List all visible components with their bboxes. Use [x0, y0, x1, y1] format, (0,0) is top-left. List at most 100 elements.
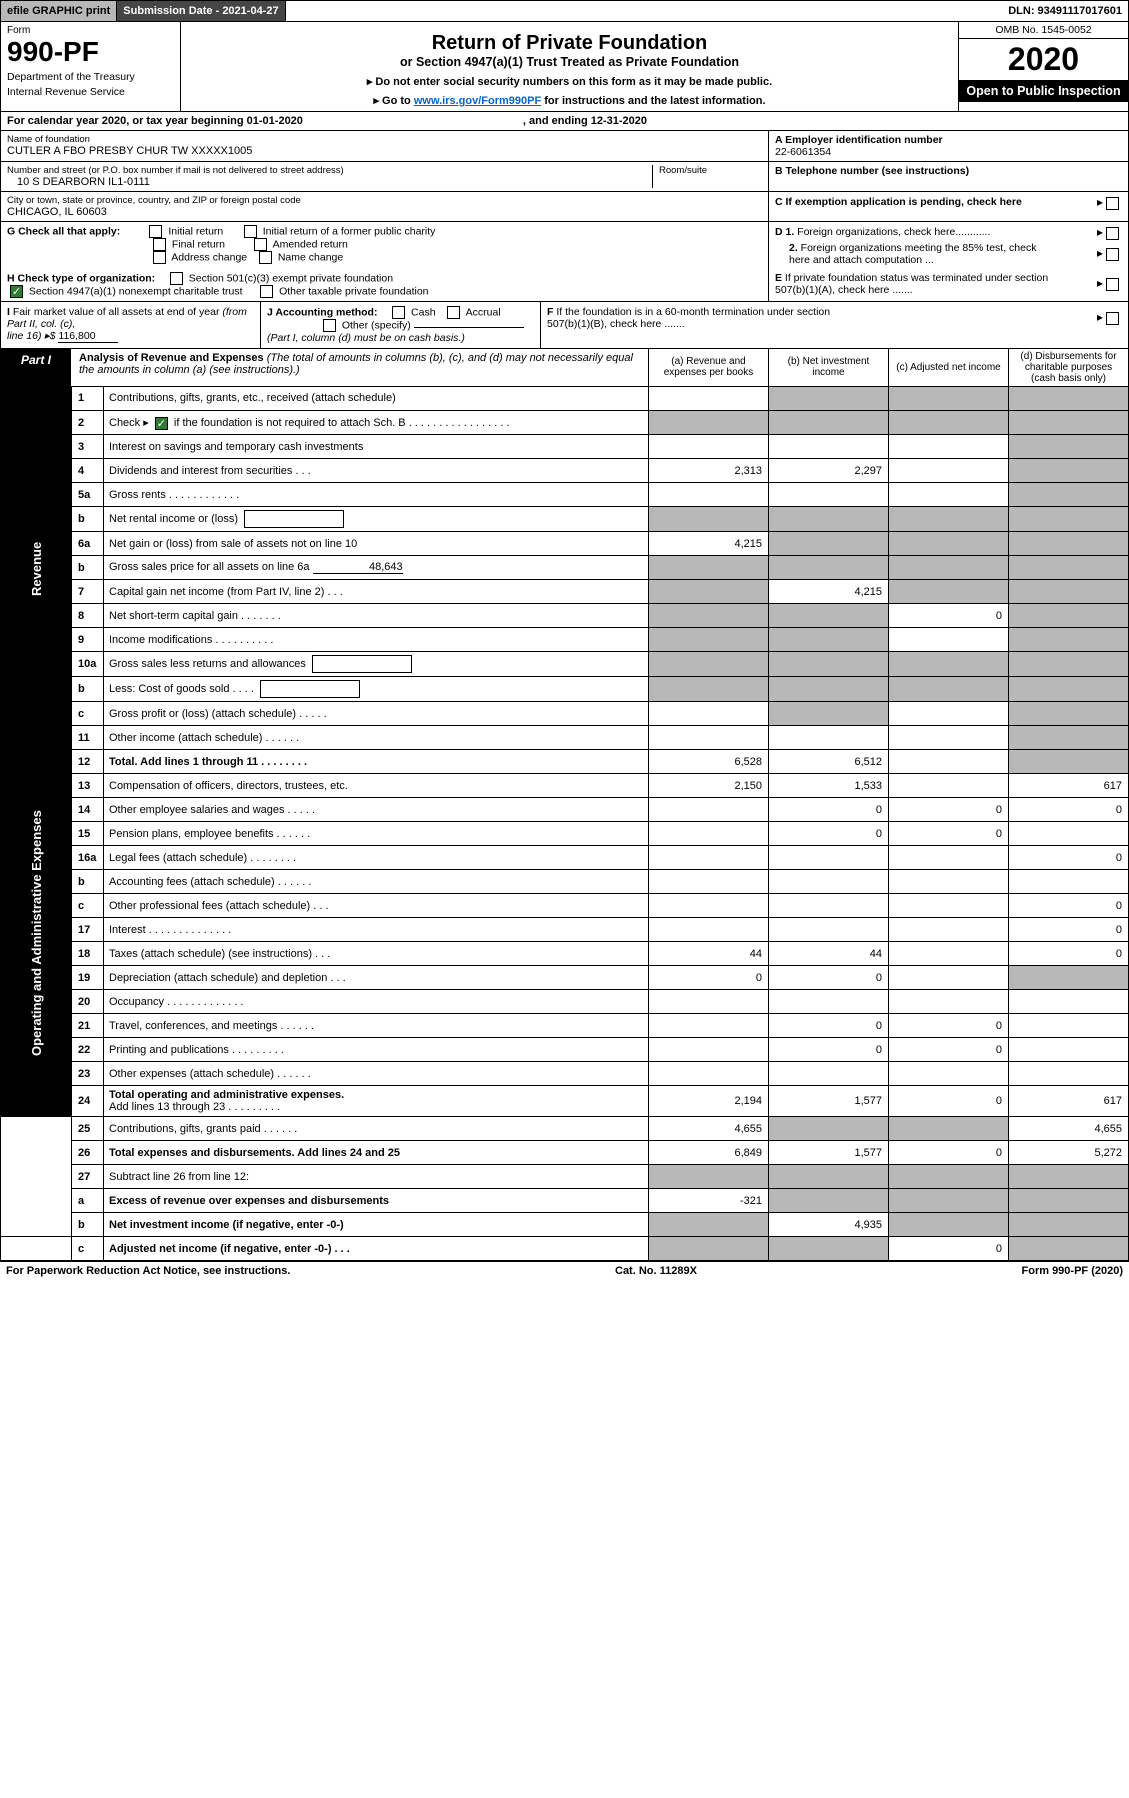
line-desc: Gross profit or (loss) (attach schedule)… [104, 702, 649, 726]
note2-pre: ▸ Go to [373, 95, 413, 107]
g-name-label: Name change [278, 251, 343, 263]
h-other-checkbox[interactable] [260, 285, 273, 298]
line-desc: Pension plans, employee benefits . . . .… [104, 822, 649, 846]
footer-mid: Cat. No. 11289X [615, 1265, 697, 1277]
table-row: b Net rental income or (loss) [1, 507, 1129, 532]
f-checkbox[interactable] [1106, 312, 1119, 325]
footer-right: Form 990-PF (2020) [1022, 1265, 1124, 1277]
table-row: 16a Legal fees (attach schedule) . . . .… [1, 846, 1129, 870]
i-label: I Fair market value of all assets at end… [7, 306, 247, 330]
line-num: 22 [72, 1038, 104, 1062]
cell-val: 0 [1009, 798, 1129, 822]
line-desc: Total expenses and disbursements. Add li… [104, 1141, 649, 1165]
line-desc: Other professional fees (attach schedule… [104, 894, 649, 918]
table-row: b Net investment income (if negative, en… [1, 1213, 1129, 1237]
d2-label: 2. Foreign organizations meeting the 85%… [775, 242, 1055, 266]
g-label: G Check all that apply: [7, 225, 120, 237]
g-initial-former-checkbox[interactable] [244, 225, 257, 238]
line-num: b [72, 556, 104, 580]
line-num: 5a [72, 483, 104, 507]
line-desc: Less: Cost of goods sold . . . . [104, 677, 649, 702]
g-name-checkbox[interactable] [259, 251, 272, 264]
f-label: F If the foundation is in a 60-month ter… [547, 306, 837, 330]
cell-val: 0 [769, 822, 889, 846]
line-desc: Check ▸ ✓ if the foundation is not requi… [104, 411, 649, 435]
g-cell: G Check all that apply: Initial return I… [1, 222, 768, 269]
j-cash-checkbox[interactable] [392, 306, 405, 319]
line-num: b [72, 677, 104, 702]
cell-val: 4,215 [649, 532, 769, 556]
i-line-label: line 16) ▸$ [7, 330, 58, 342]
table-row: 15 Pension plans, employee benefits . . … [1, 822, 1129, 846]
cell-val: 617 [1009, 774, 1129, 798]
table-row: 11 Other income (attach schedule) . . . … [1, 726, 1129, 750]
e-cell: E If private foundation status was termi… [768, 269, 1128, 302]
cell-val: 0 [1009, 918, 1129, 942]
g-final-checkbox[interactable] [153, 238, 166, 251]
j-other-checkbox[interactable] [323, 319, 336, 332]
line-num: b [72, 507, 104, 532]
top-bar: efile GRAPHIC print Submission Date - 20… [0, 0, 1129, 22]
schb-checkbox[interactable]: ✓ [155, 417, 168, 430]
efile-print-button[interactable]: efile GRAPHIC print [1, 1, 117, 21]
line-num: 9 [72, 628, 104, 652]
table-row: 24 Total operating and administrative ex… [1, 1086, 1129, 1117]
h-501c3-checkbox[interactable] [170, 272, 183, 285]
city-cell: City or town, state or province, country… [1, 192, 768, 222]
line-desc: Travel, conferences, and meetings . . . … [104, 1014, 649, 1038]
h-4947-label: Section 4947(a)(1) nonexempt charitable … [29, 285, 243, 297]
g-initial-checkbox[interactable] [149, 225, 162, 238]
cell-val: 1,577 [769, 1086, 889, 1117]
line-num: a [72, 1189, 104, 1213]
cell-val: 6,512 [769, 750, 889, 774]
c-checkbox[interactable] [1106, 197, 1119, 210]
line-num: c [72, 702, 104, 726]
cell-val: 0 [1009, 894, 1129, 918]
irs-link[interactable]: www.irs.gov/Form990PF [414, 95, 541, 107]
table-row: c Gross profit or (loss) (attach schedul… [1, 702, 1129, 726]
cell-val: 0 [889, 1014, 1009, 1038]
table-row: 6a Net gain or (loss) from sale of asset… [1, 532, 1129, 556]
col-a-header: (a) Revenue and expenses per books [648, 349, 768, 386]
i-cell: I Fair market value of all assets at end… [1, 302, 261, 348]
city-value: CHICAGO, IL 60603 [7, 206, 762, 218]
line-desc: Excess of revenue over expenses and disb… [104, 1189, 649, 1213]
table-row: 4 Dividends and interest from securities… [1, 459, 1129, 483]
cell-val: 6,849 [649, 1141, 769, 1165]
footer-left: For Paperwork Reduction Act Notice, see … [6, 1265, 290, 1277]
phone-cell: B Telephone number (see instructions) [768, 162, 1128, 192]
street-address: 10 S DEARBORN IL1-0111 [7, 176, 652, 188]
cell-val: 2,150 [649, 774, 769, 798]
line-num: 11 [72, 726, 104, 750]
form-title: Return of Private Foundation [189, 32, 950, 55]
line-desc: Gross sales price for all assets on line… [104, 556, 649, 580]
h-cell: H Check type of organization: Section 50… [1, 269, 768, 302]
table-row: 13 Compensation of officers, directors, … [1, 774, 1129, 798]
cell-val: -321 [649, 1189, 769, 1213]
d1-checkbox[interactable] [1106, 227, 1119, 240]
cell-val: 44 [769, 942, 889, 966]
cell-val: 617 [1009, 1086, 1129, 1117]
line-desc: Adjusted net income (if negative, enter … [104, 1237, 649, 1261]
j-accrual-checkbox[interactable] [447, 306, 460, 319]
line-num: 4 [72, 459, 104, 483]
line-desc: Subtract line 26 from line 12: [104, 1165, 649, 1189]
c-cell: C If exemption application is pending, c… [768, 192, 1128, 222]
form-label: Form [7, 25, 174, 36]
part1-header: Part I Analysis of Revenue and Expenses … [0, 349, 1129, 387]
g-amended-checkbox[interactable] [254, 238, 267, 251]
footer-row: For Paperwork Reduction Act Notice, see … [0, 1261, 1129, 1280]
table-row: a Excess of revenue over expenses and di… [1, 1189, 1129, 1213]
line-desc: Net investment income (if negative, ente… [104, 1213, 649, 1237]
h-4947-checkbox[interactable]: ✓ [10, 285, 23, 298]
g-initial-label: Initial return [168, 225, 223, 237]
name-label: Name of foundation [7, 134, 762, 145]
cell-val: 0 [889, 822, 1009, 846]
ein-cell: A Employer identification number 22-6061… [768, 131, 1128, 162]
d2-checkbox[interactable] [1106, 248, 1119, 261]
cal-year-begin: For calendar year 2020, or tax year begi… [7, 115, 303, 127]
g-addr-checkbox[interactable] [153, 251, 166, 264]
e-checkbox[interactable] [1106, 278, 1119, 291]
line-num: 2 [72, 411, 104, 435]
cell-val: 0 [649, 966, 769, 990]
